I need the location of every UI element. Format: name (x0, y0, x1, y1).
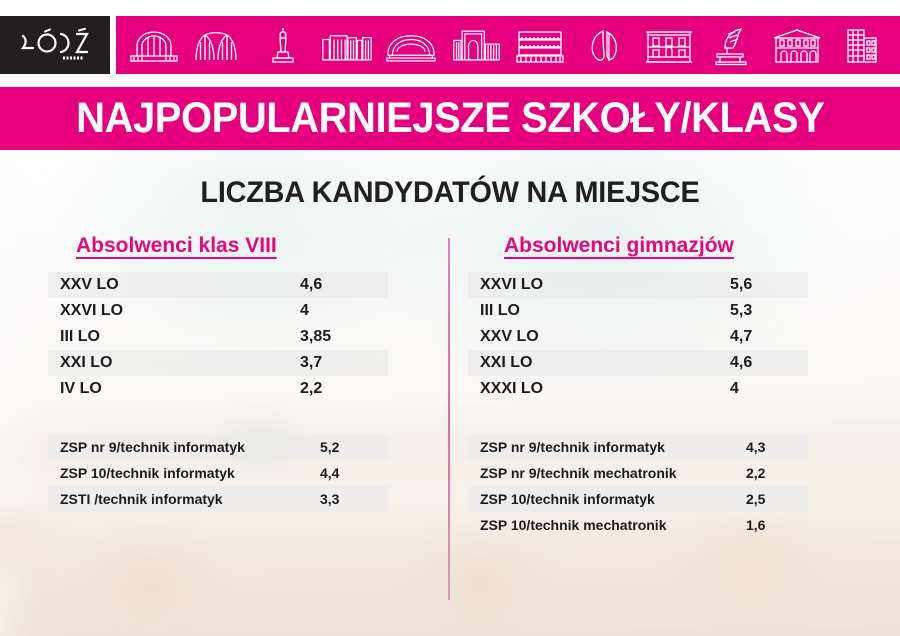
table-row: XXVI LO 4 (48, 298, 388, 324)
school-name: ZSP 10/technik informatyk (480, 491, 655, 507)
table-row: ZSP nr 9/technik informatyk 4,3 (468, 434, 808, 460)
school-name: XXI LO (480, 354, 533, 371)
market-hall-icon (128, 24, 180, 66)
manufaktura-icon (321, 24, 373, 66)
school-name: ZSP nr 9/technik informatyk (480, 439, 665, 455)
school-value: 3,3 (320, 491, 340, 507)
school-name: XXVI LO (480, 276, 544, 293)
school-name: ZSP nr 9/technik informatyk (60, 439, 245, 455)
kosciuszko-monument-icon (257, 24, 309, 66)
lodz-logo (0, 16, 110, 74)
table-row: ZSP nr 9/technik mechatronik 2,2 (468, 460, 808, 486)
table-row: XXVI LO 5,6 (468, 272, 808, 298)
table-licea-right: XXVI LO 5,6 III LO 5,3 XXV LO 4,7 XXI LO… (468, 272, 808, 402)
column-divider (448, 238, 450, 600)
school-value: 5,6 (730, 276, 753, 293)
school-value: 4,6 (730, 354, 753, 371)
school-value: 4,3 (746, 439, 766, 455)
lodz-kreuje-logo-icon (20, 28, 89, 60)
school-value: 4,6 (300, 276, 323, 293)
school-name: XXV LO (60, 276, 119, 293)
top-strip (0, 0, 900, 80)
school-name: IV LO (60, 380, 102, 397)
school-name: XXXI LO (480, 380, 544, 397)
school-value: 5,2 (320, 439, 340, 455)
column-absolwenci-klas-viii: Absolwenci klas VIII XXV LO 4,6 XXVI LO … (48, 234, 448, 512)
table-row: III LO 3,85 (48, 324, 388, 350)
school-name: III LO (60, 328, 100, 345)
landmark-icon-bar (116, 16, 900, 74)
tenement-house-icon (771, 24, 823, 66)
school-value: 2,2 (746, 465, 766, 481)
table-row: ZSP 10/technik mechatronik 1,6 (468, 512, 808, 538)
page-subtitle: LICZBA KANDYDATÓW NA MIEJSCE (200, 176, 700, 209)
table-row: XXV LO 4,6 (48, 272, 388, 298)
school-value: 4,7 (730, 328, 753, 345)
school-value: 1,6 (746, 517, 766, 533)
school-value: 3,85 (300, 328, 332, 345)
school-value: 2,5 (746, 491, 766, 507)
school-value: 4 (730, 380, 739, 397)
content-area: LICZBA KANDYDATÓW NA MIEJSCE Absolwenci … (0, 150, 900, 636)
table-row: ZSP nr 9/technik informatyk 5,2 (48, 434, 388, 460)
school-name: ZSP 10/technik mechatronik (480, 517, 667, 533)
page-title: NAJPOPULARNIEJSZE SZKOŁY/KLASY (75, 94, 825, 142)
office-tower-icon (836, 24, 888, 66)
column-absolwenci-gimnazjow: Absolwenci gimnazjów XXVI LO 5,6 III LO … (468, 234, 868, 538)
poznanski-palace-icon (643, 24, 695, 66)
table-row: III LO 5,3 (468, 298, 808, 324)
school-name: XXI LO (60, 354, 113, 371)
table-technika-right: ZSP nr 9/technik informatyk 4,3 ZSP nr 9… (468, 434, 808, 538)
school-name: XXV LO (480, 328, 539, 345)
body-background: LICZBA KANDYDATÓW NA MIEJSCE Absolwenci … (0, 150, 900, 636)
table-row: XXV LO 4,7 (468, 324, 808, 350)
school-value: 4,4 (320, 465, 340, 481)
table-row: IV LO 2,2 (48, 376, 388, 402)
palms-pavilion-icon (192, 24, 244, 66)
leaf-emblem-icon (578, 24, 630, 66)
table-technika-left: ZSP nr 9/technik informatyk 5,2 ZSP 10/t… (48, 434, 388, 512)
school-name: ZSP 10/technik informatyk (60, 465, 235, 481)
table-row: ZSP 10/technik informatyk 4,4 (48, 460, 388, 486)
school-value: 2,2 (300, 380, 323, 397)
school-name: XXVI LO (60, 302, 124, 319)
ems-museum-icon (450, 24, 502, 66)
school-name: III LO (480, 302, 520, 319)
school-name: ZSP nr 9/technik mechatronik (480, 465, 677, 481)
school-value: 4 (300, 302, 309, 319)
table-row: ZSTI /technik informatyk 3,3 (48, 486, 388, 512)
column-heading-right: Absolwenci gimnazjów (504, 234, 734, 257)
background-photo-veil (0, 150, 900, 636)
table-row: ZSP 10/technik informatyk 2,5 (468, 486, 808, 512)
table-row: XXXI LO 4 (468, 376, 808, 402)
atlas-arena-icon (385, 24, 437, 66)
school-value: 5,3 (730, 302, 753, 319)
school-value: 3,7 (300, 354, 323, 371)
background-photo-chairs (0, 150, 900, 636)
textile-factory-icon (514, 24, 566, 66)
table-row: XXI LO 4,6 (468, 350, 808, 376)
title-banner: NAJPOPULARNIEJSZE SZKOŁY/KLASY (0, 87, 900, 150)
table-licea-left: XXV LO 4,6 XXVI LO 4 III LO 3,85 XXI LO … (48, 272, 388, 402)
weaver-statue-icon (707, 24, 759, 66)
column-heading-left: Absolwenci klas VIII (76, 234, 277, 257)
table-row: XXI LO 3,7 (48, 350, 388, 376)
school-name: ZSTI /technik informatyk (60, 491, 223, 507)
